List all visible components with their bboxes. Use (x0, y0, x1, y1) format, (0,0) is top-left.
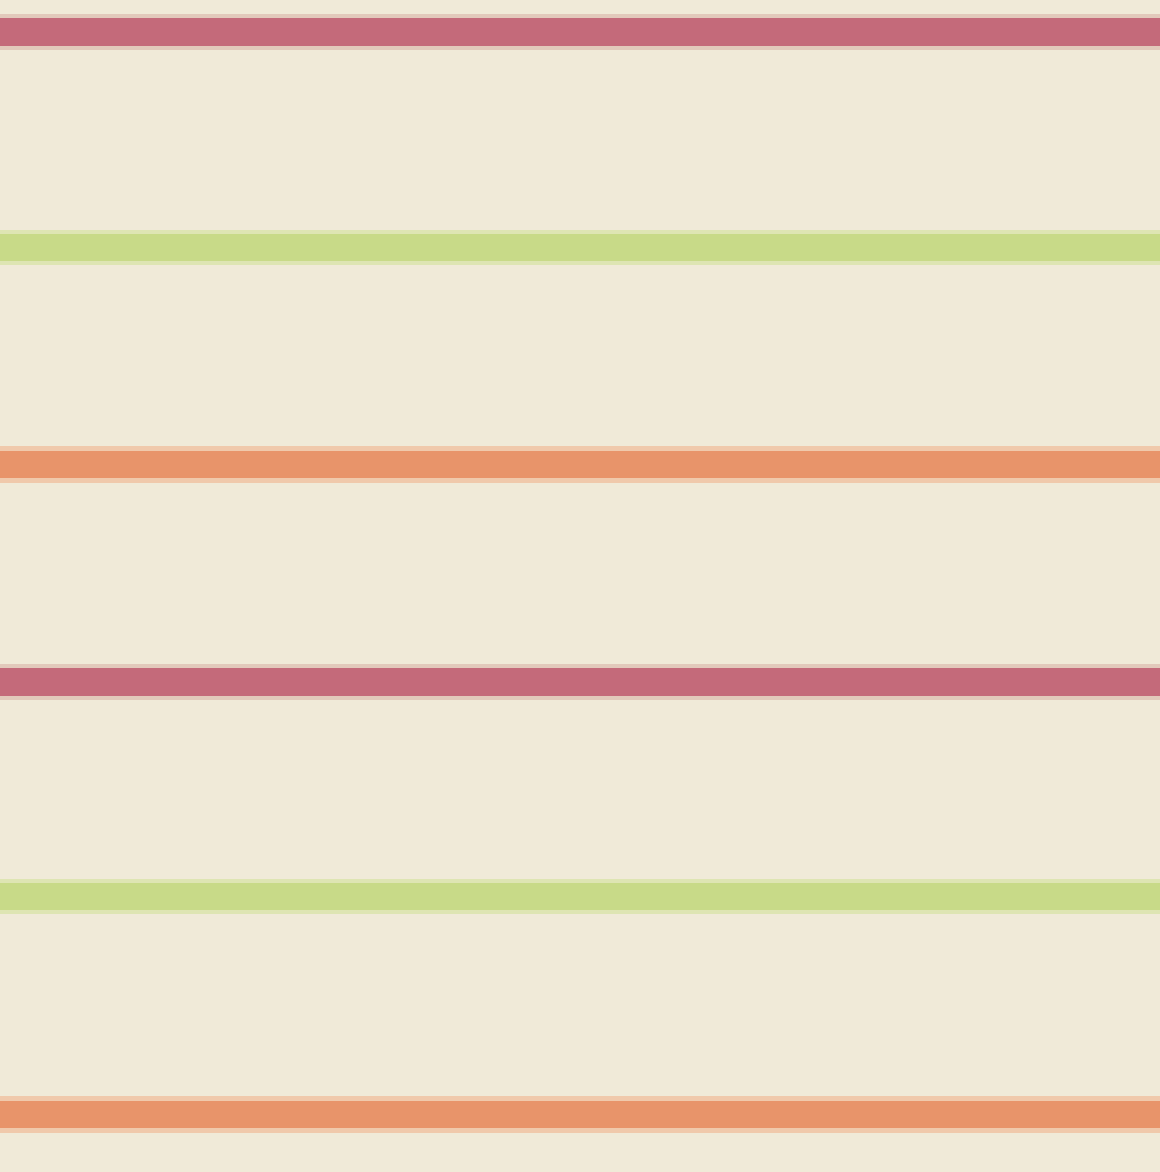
stripe-green (0, 234, 1160, 261)
stripe-orange (0, 1101, 1160, 1128)
stripe-pink (0, 18, 1160, 46)
stripe-orange (0, 451, 1160, 478)
stripe-green (0, 883, 1160, 910)
stripe-pink (0, 668, 1160, 696)
